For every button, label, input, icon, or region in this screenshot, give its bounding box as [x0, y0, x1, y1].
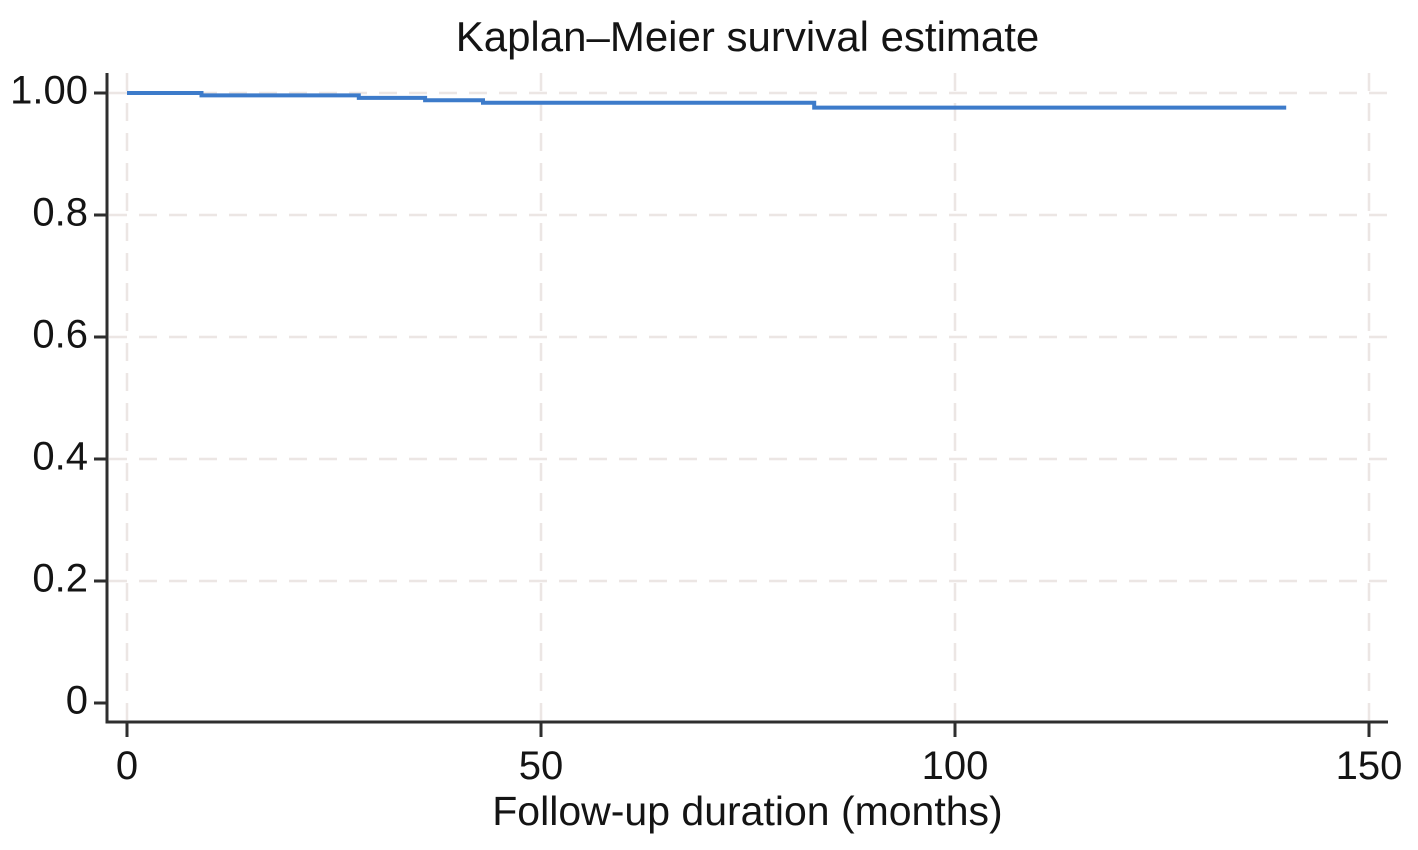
y-tick-label: 0.4	[32, 434, 88, 479]
survival-curve	[127, 91, 1287, 110]
tick-layer	[94, 91, 1371, 737]
x-tick-label: 150	[1335, 744, 1403, 788]
y-tick-label: 0.2	[32, 556, 88, 601]
axis-layer	[105, 73, 1388, 724]
y-tick-label: 1.00	[10, 68, 88, 113]
y-tick-label: 0	[65, 678, 88, 723]
x-tick-label: 50	[518, 744, 564, 788]
x-tick-label: 100	[921, 744, 989, 788]
y-tick-label: 0.6	[32, 312, 88, 357]
chart-title: Kaplan–Meier survival estimate	[455, 13, 1040, 60]
y-tick-label: 0.8	[32, 190, 88, 235]
x-tick-label: 0	[115, 744, 139, 788]
x-axis-label: Follow-up duration (months)	[492, 788, 1003, 834]
curve-layer	[127, 91, 1287, 110]
grid-layer	[109, 73, 1388, 720]
